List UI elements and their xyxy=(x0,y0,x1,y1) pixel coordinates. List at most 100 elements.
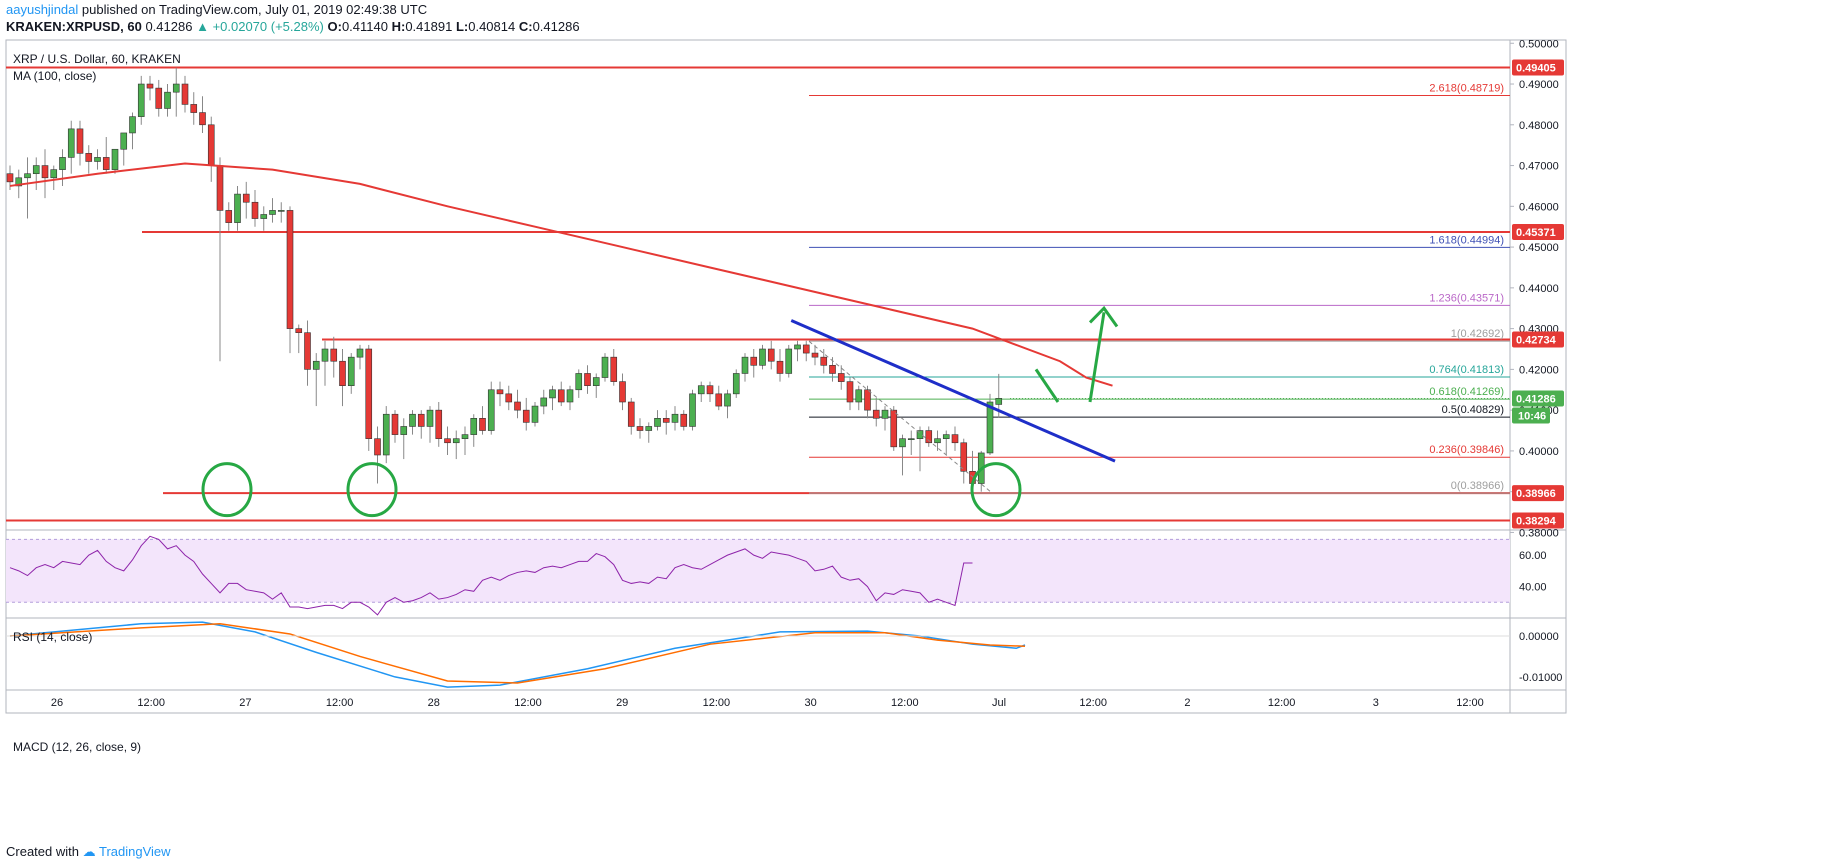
macd-legend: MACD (12, 26, close, 9) xyxy=(13,740,142,754)
candle-body xyxy=(925,430,933,444)
candle-body xyxy=(960,442,968,472)
price-change: +0.02070 (+5.28%) xyxy=(212,19,324,34)
candle-body xyxy=(767,348,775,362)
price-tick-label: 0.44000 xyxy=(1519,283,1559,295)
candle-body xyxy=(811,352,819,358)
candle-body xyxy=(286,210,294,329)
countdown-tag xyxy=(1512,407,1550,424)
forecast-arrow-shaft xyxy=(1088,312,1106,403)
time-tick-label: 12:00 xyxy=(514,697,542,709)
candle-body xyxy=(164,91,171,109)
price-tick-label: 0.40000 xyxy=(1519,446,1559,458)
price-level-tag-label: 0.49405 xyxy=(1516,63,1556,75)
candle-body xyxy=(610,356,618,382)
main-legend: XRP / U.S. Dollar, 60, KRAKEN xyxy=(13,52,181,66)
candle-body xyxy=(846,381,854,403)
candle-body xyxy=(855,389,863,403)
candle-body xyxy=(654,418,661,427)
price-tick-label: 0.50000 xyxy=(1519,38,1559,50)
candle-body xyxy=(881,409,889,419)
candle-body xyxy=(575,373,583,391)
fib-anchor-line xyxy=(808,340,993,494)
price-level-tag xyxy=(1512,331,1564,348)
candle-body xyxy=(137,83,145,117)
candle-body xyxy=(636,426,644,431)
candle-body xyxy=(802,344,810,354)
candle-body xyxy=(242,193,250,203)
price-tick-label: 0.47000 xyxy=(1519,161,1559,173)
candle-body xyxy=(724,393,731,407)
signal-line xyxy=(9,622,1026,684)
candle-body xyxy=(67,128,75,158)
price-tick-label: 0.48000 xyxy=(1519,120,1559,132)
author-name[interactable]: aayushjindal xyxy=(6,2,79,17)
footer: Created with ☁ TradingView xyxy=(6,843,171,861)
candle-body xyxy=(304,332,311,370)
rsi-tick-label: 40.00 xyxy=(1519,582,1547,594)
candle-body xyxy=(207,124,215,166)
low-value: 0.40814 xyxy=(468,19,516,34)
candle-body xyxy=(216,165,224,211)
candle-body xyxy=(32,165,40,175)
price-level-tag xyxy=(1512,485,1564,502)
candle-body xyxy=(190,104,198,113)
rsi-tick-label: 60.00 xyxy=(1519,550,1547,562)
candle-body xyxy=(829,365,836,374)
countdown-label: 10:46 xyxy=(1518,410,1546,422)
candle-body xyxy=(382,413,390,456)
candle-body xyxy=(899,438,906,448)
ticker: KRAKEN:XRPUSD, 60 xyxy=(6,19,142,34)
price-level-tag-label: 0.45371 xyxy=(1516,227,1556,239)
candle-body xyxy=(50,169,58,179)
candle-body xyxy=(496,389,504,395)
tradingview-link[interactable]: TradingView xyxy=(99,844,171,859)
open-label: O: xyxy=(327,19,342,34)
publish-info: published on TradingView.com, July 01, 2… xyxy=(81,2,428,17)
candle-body xyxy=(934,438,941,444)
candle-body xyxy=(916,430,924,439)
candle-body xyxy=(6,173,14,183)
fib-level-label: 0.764(0.41813) xyxy=(1429,364,1504,376)
fib-level-label: 0(0.38966) xyxy=(1451,480,1504,492)
fib-level-label: 2.618(0.48719) xyxy=(1429,82,1504,94)
time-tick-label: Jul xyxy=(992,697,1006,709)
candle-body xyxy=(549,389,556,399)
candle-body xyxy=(522,409,530,423)
candle-body xyxy=(321,348,329,362)
candle-body xyxy=(295,328,303,333)
time-tick-label: 29 xyxy=(616,697,628,709)
candle-body xyxy=(269,210,276,215)
high-value: 0.41891 xyxy=(405,19,453,34)
fib-level-label: 1.236(0.43571) xyxy=(1429,292,1504,304)
last-price: 0.41286 xyxy=(145,19,193,34)
time-tick-label: 2 xyxy=(1184,697,1190,709)
candle-body xyxy=(837,373,845,382)
macd-tick-label: 0.00000 xyxy=(1519,631,1559,643)
time-tick-label: 12:00 xyxy=(137,697,165,709)
candle-body xyxy=(872,409,880,419)
up-arrow-icon: ▲ xyxy=(196,19,209,34)
price-level-tag-label: 0.38966 xyxy=(1516,488,1556,500)
open-value: 0.41140 xyxy=(341,19,388,34)
candle-body xyxy=(120,132,128,150)
candle-body xyxy=(426,409,434,427)
blue-trendline xyxy=(790,319,1116,463)
time-tick-label: 3 xyxy=(1373,697,1379,709)
time-tick-label: 30 xyxy=(804,697,816,709)
candle-body xyxy=(260,214,268,219)
candle-body xyxy=(505,393,513,403)
forecast-arrow-segment xyxy=(1034,368,1060,403)
price-level-tag xyxy=(1512,512,1564,529)
rsi-band xyxy=(6,539,1510,603)
candle-body xyxy=(94,157,101,162)
candle-body xyxy=(391,413,399,435)
candle-body xyxy=(452,438,460,444)
candle-body xyxy=(890,409,898,448)
candle-body xyxy=(601,356,609,378)
candle-body xyxy=(680,413,688,427)
candle-body xyxy=(155,87,163,109)
time-tick-label: 12:00 xyxy=(326,697,354,709)
candle-body xyxy=(776,360,784,374)
price-level-tag-label: 0.38294 xyxy=(1516,515,1557,527)
